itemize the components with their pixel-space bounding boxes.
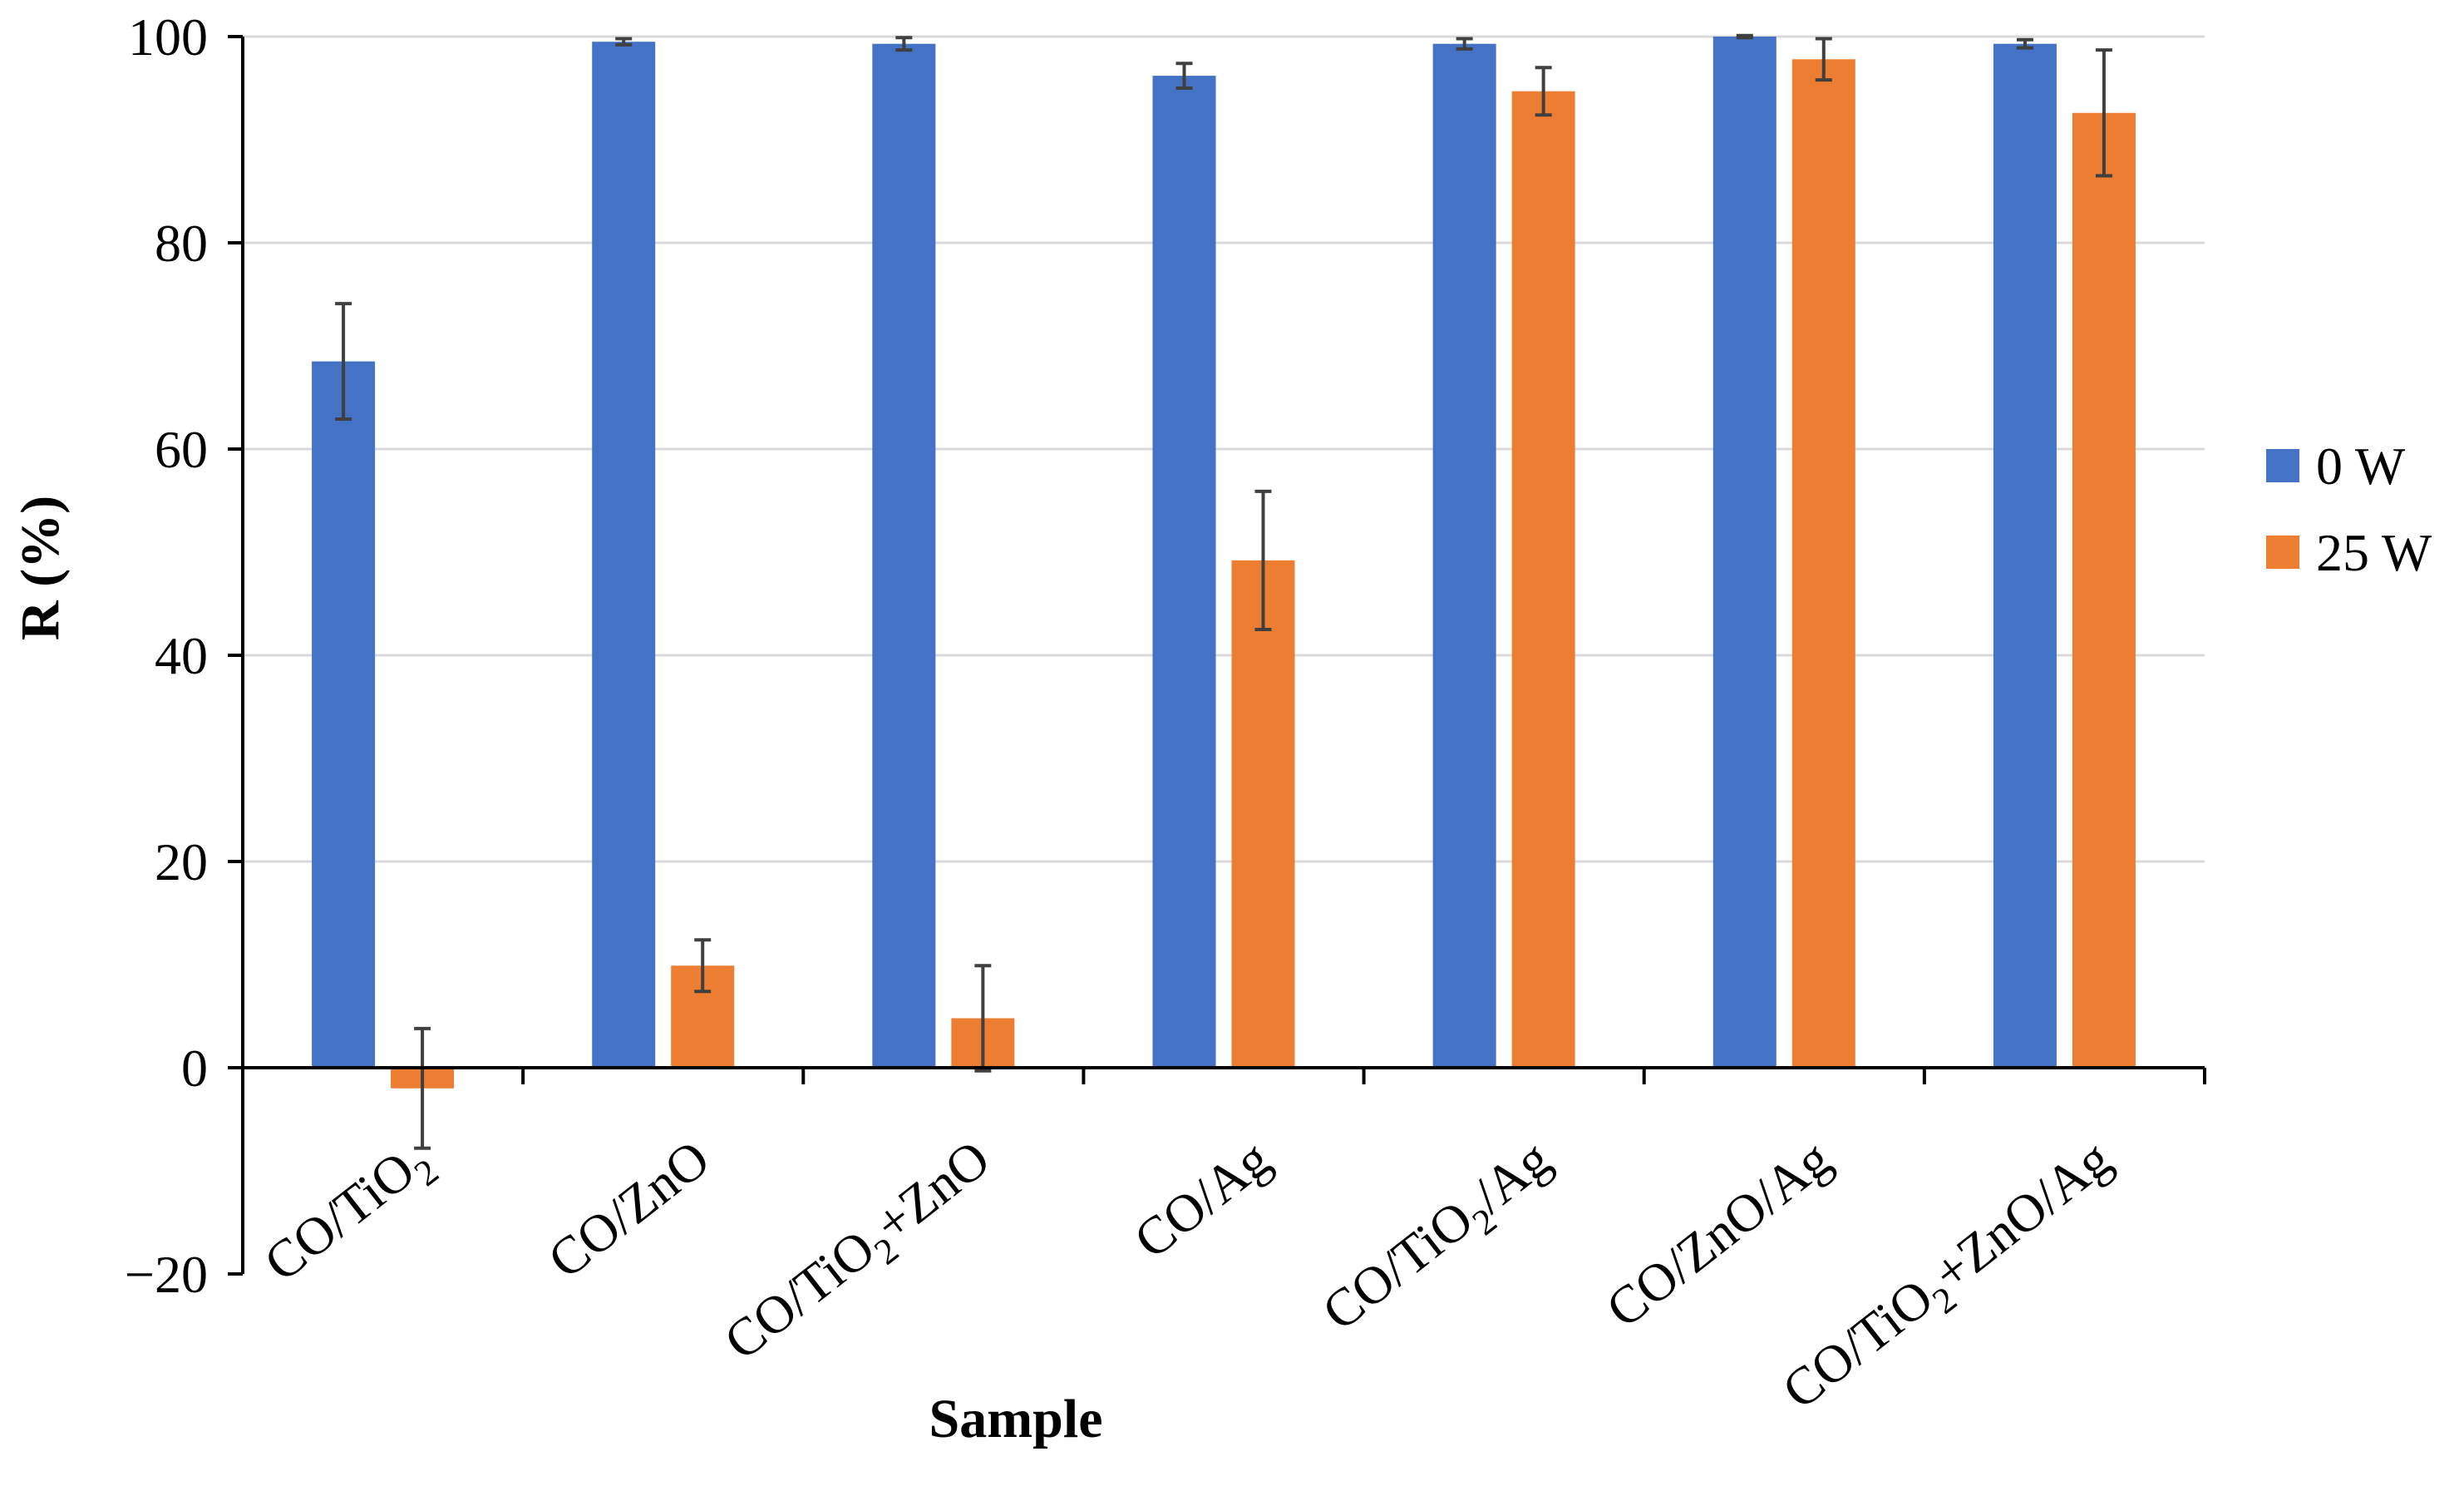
y-tick-labels: −20 0 20 40 60 80 100: [125, 7, 208, 1304]
bar-s0-c3: [1152, 76, 1216, 1069]
y-tick-label: 20: [155, 832, 208, 891]
bar-s1-c6: [2072, 112, 2136, 1068]
bars: [312, 37, 2136, 1089]
y-tick-label: −20: [125, 1245, 208, 1304]
bar-s1-c3: [1231, 560, 1295, 1068]
axes: [228, 35, 2206, 1276]
y-tick-label: 100: [128, 7, 208, 67]
bar-s0-c6: [1993, 43, 2057, 1068]
legend-label-1: 25 W: [2316, 523, 2432, 582]
y-tick-label: 40: [155, 626, 208, 685]
bar-s0-c0: [312, 361, 376, 1069]
legend-label-0: 0 W: [2316, 437, 2406, 496]
legend-swatch-0: [2266, 449, 2299, 482]
y-tick-label: 60: [155, 420, 208, 479]
bar-s0-c4: [1432, 43, 1496, 1068]
bar-s0-c1: [592, 42, 656, 1069]
bar-s1-c5: [1791, 59, 1855, 1068]
gridlines: [243, 35, 2205, 863]
bar-s0-c5: [1712, 37, 1777, 1068]
x-tick-label: CO/TiO2+ZnO: [713, 1128, 1007, 1379]
bar-s0-c2: [872, 43, 936, 1068]
x-tick-label: CO/TiO2: [254, 1128, 446, 1301]
x-axis-title: Sample: [929, 1389, 1102, 1449]
x-tick-label: CO/Ag: [1123, 1128, 1280, 1270]
x-tick-label: CO/ZnO: [537, 1128, 720, 1290]
legend: 0 W 25 W: [2266, 437, 2432, 582]
legend-swatch-1: [2266, 536, 2299, 569]
y-tick-label: 80: [155, 214, 208, 273]
x-tick-label: CO/TiO2/Ag: [1312, 1128, 1568, 1350]
x-tick-label: CO/ZnO/Ag: [1595, 1128, 1841, 1339]
y-axis-title: R (%): [10, 496, 71, 640]
bar-s1-c4: [1511, 91, 1575, 1069]
y-tick-label: 0: [181, 1039, 208, 1098]
error-bars: [335, 33, 2112, 1150]
